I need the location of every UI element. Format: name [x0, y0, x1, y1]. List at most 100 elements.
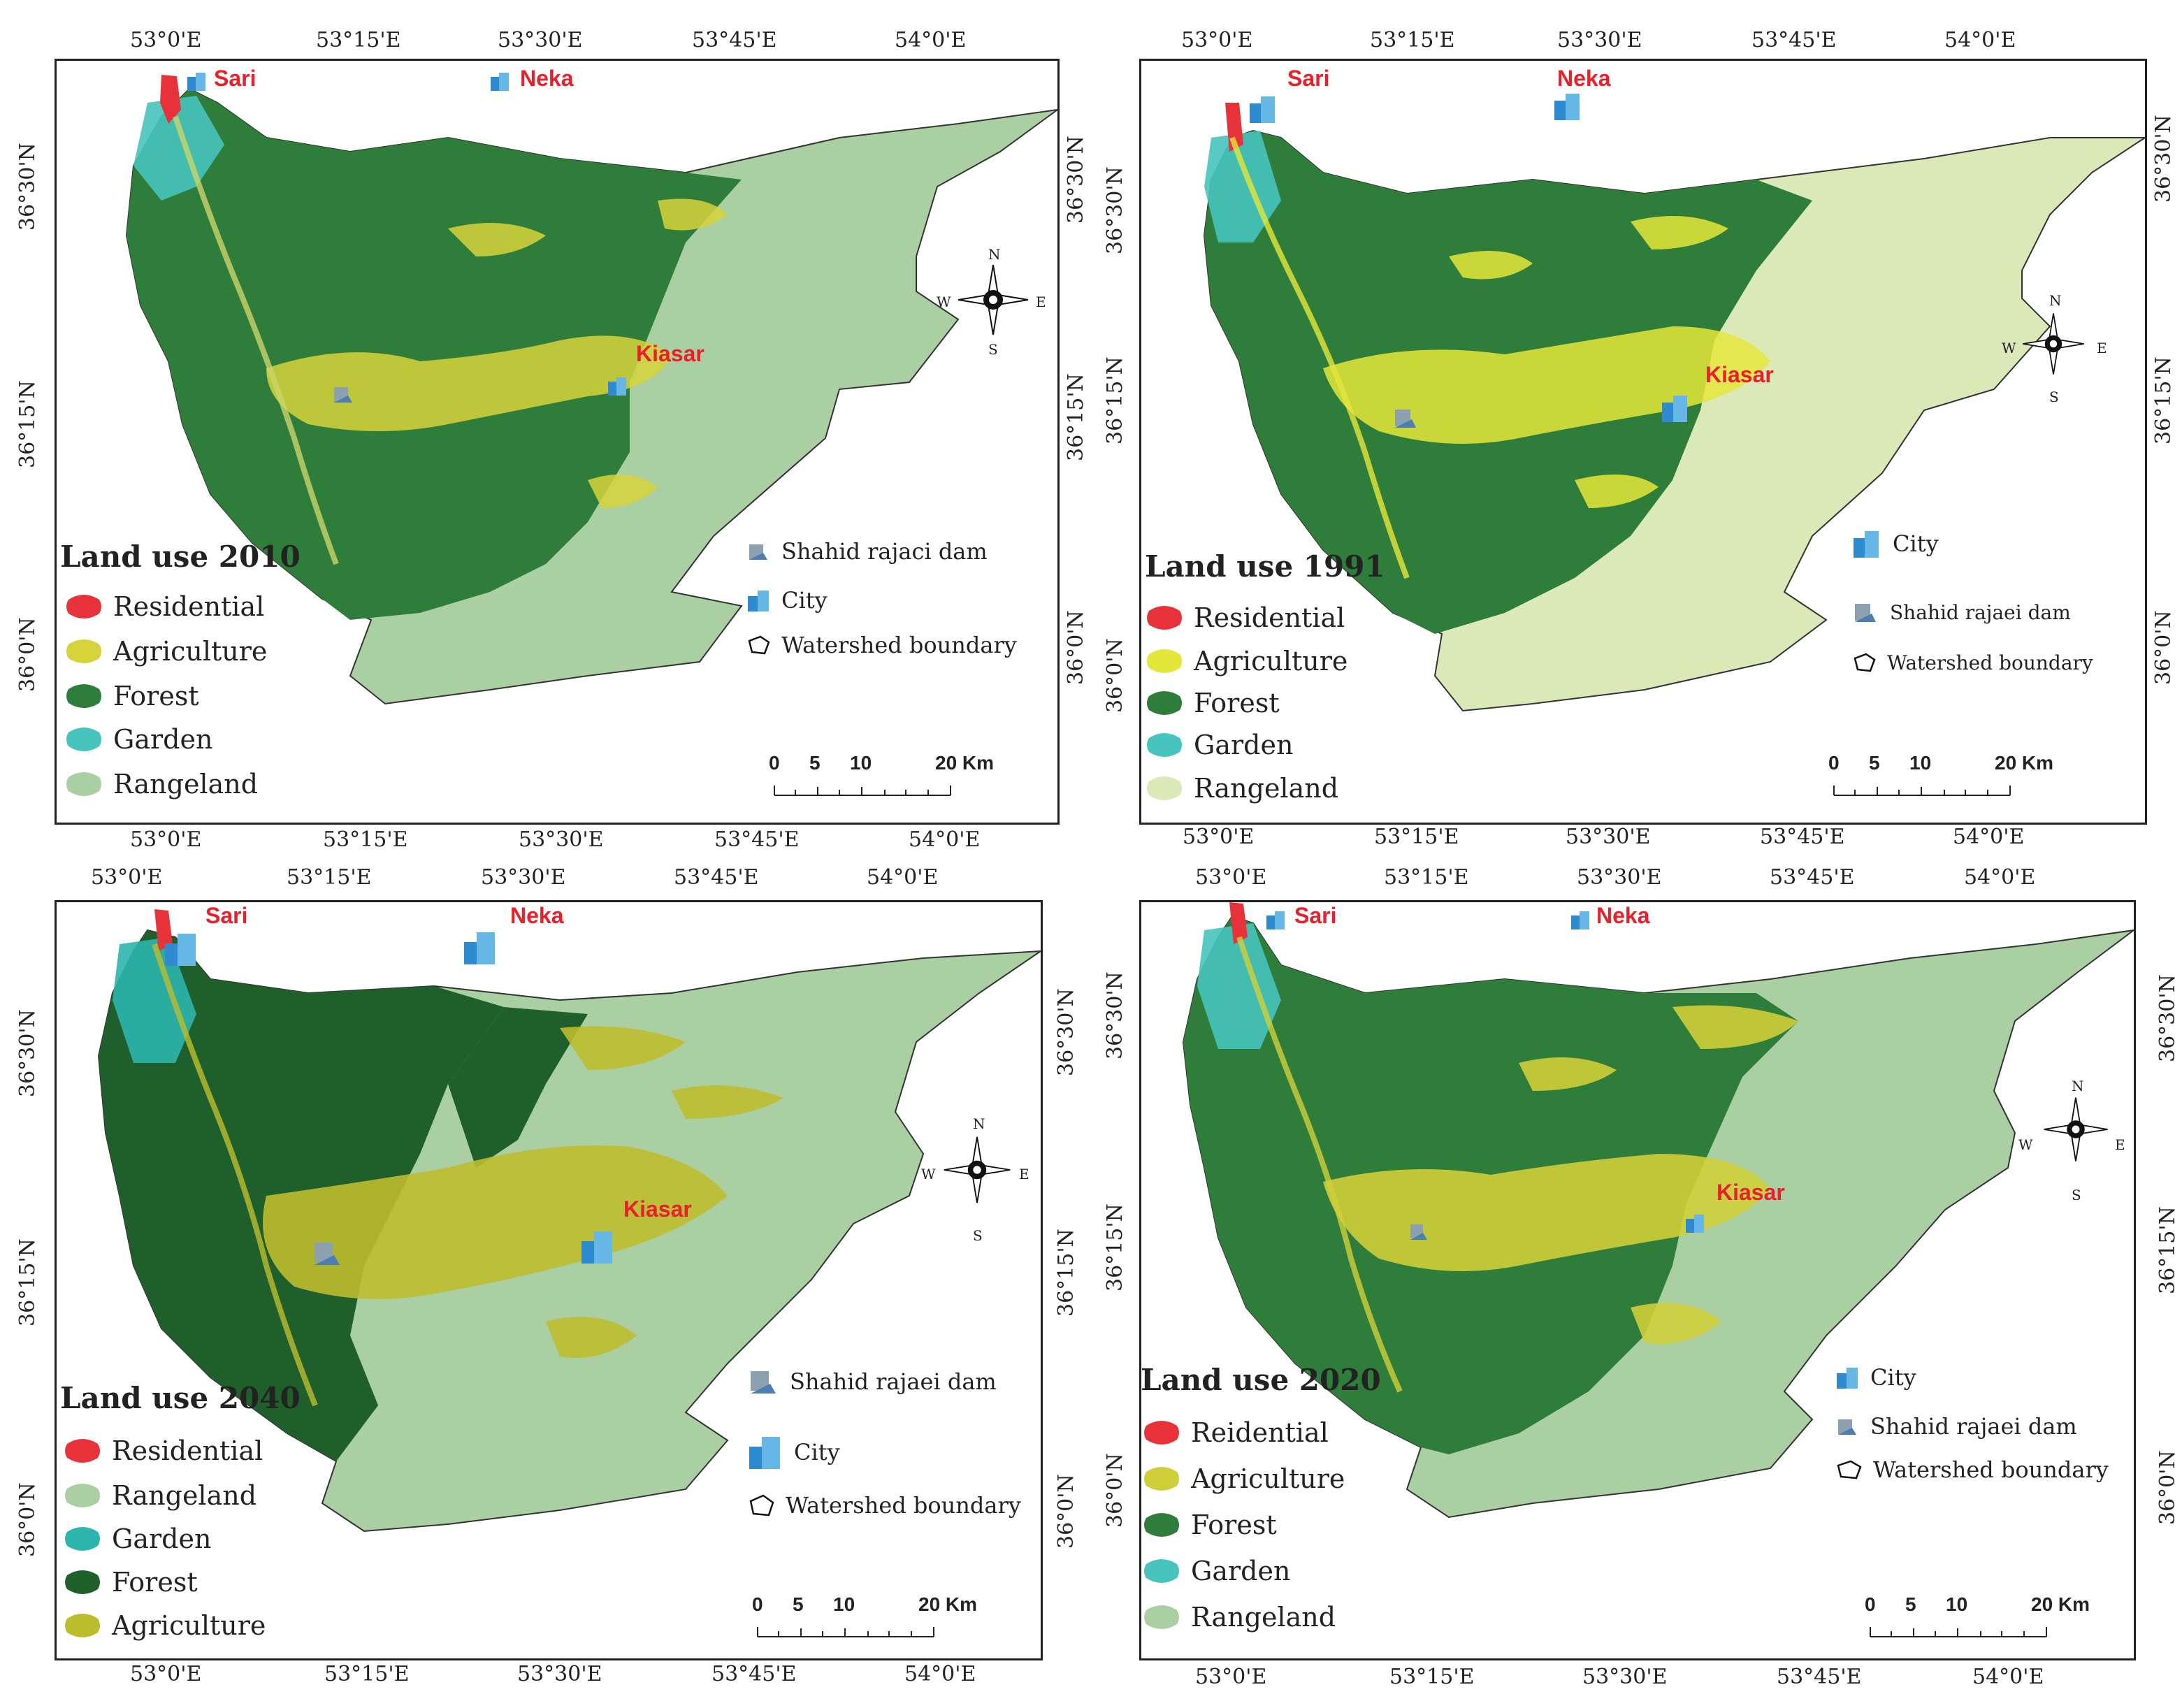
city-label-neka: Neka — [1596, 903, 1650, 928]
lat-tick-right: 36°0'N — [2155, 1450, 2180, 1525]
compass-w: W — [937, 294, 951, 310]
watershed-residential — [1229, 902, 1248, 944]
lat-tick-right: 36°15'N — [1064, 373, 1088, 461]
lon-tick-bottom: 53°0'E — [1183, 825, 1255, 849]
legend-swatch — [65, 1527, 100, 1551]
lon-tick-top: 53°30'E — [1557, 28, 1642, 52]
scale-bar: 0 5 10 20 Km — [752, 1593, 977, 1649]
lon-tick-top: 53°30'E — [481, 865, 566, 890]
legend-boundary: Watershed boundary — [746, 632, 1017, 658]
legend-city: City — [748, 1434, 840, 1470]
lon-tick-top: 53°0'E — [91, 865, 163, 890]
compass-w: W — [2018, 1136, 2033, 1153]
lat-tick-right: 36°30'N — [1054, 988, 1078, 1076]
dam-icon — [1410, 1224, 1427, 1240]
lat-tick-right: 36°15'N — [1054, 1229, 1078, 1317]
dam-icon — [315, 1243, 340, 1265]
lon-tick-top: 54°0'E — [1964, 865, 2036, 890]
watershed-agriculture — [1323, 1154, 1770, 1271]
lat-tick-left: 36°30'N — [1103, 971, 1127, 1059]
lat-tick-left: 36°0'N — [15, 617, 40, 692]
dam-icon — [1855, 604, 1876, 622]
city-label-sari: Sari — [1287, 66, 1330, 91]
legend-boundary: Watershed boundary — [748, 1491, 1021, 1519]
legend-city: City — [1835, 1364, 1916, 1391]
map-frame — [1139, 59, 2147, 825]
legend-item-forest: Forest — [1143, 1510, 1277, 1540]
legend-title: Land use 1991 — [1145, 549, 1385, 584]
city-label-neka: Neka — [510, 903, 564, 928]
watershed-garden — [133, 96, 224, 201]
legend-item-rangeland: Rangeland — [1146, 773, 1338, 804]
legend-swatch — [66, 639, 101, 663]
watershed-forest — [448, 1007, 588, 1168]
lon-tick-bottom: 53°45'E — [1760, 825, 1845, 849]
legend-item-agriculture: Agriculture — [1146, 646, 1348, 676]
lon-tick-top: 53°0'E — [1181, 28, 1253, 52]
watershed-map — [97, 909, 1041, 1533]
legend-item-rangeland: Rangeland — [66, 769, 258, 799]
map-panel-2040: 53°0'E 53°15'E 53°30'E 53°45'E 54°0'E 36… — [0, 854, 1090, 1708]
legend-swatch — [1144, 1559, 1179, 1583]
legend-item-residential: Residential — [64, 1435, 263, 1466]
lon-tick-bottom: 54°0'E — [909, 827, 981, 852]
lat-tick-left: 36°15'N — [1103, 1203, 1127, 1291]
lat-tick-left: 36°15'N — [15, 1238, 40, 1326]
lon-tick-bottom: 53°15'E — [324, 1662, 410, 1686]
lat-tick-left: 36°30'N — [15, 143, 40, 231]
lon-tick-bottom: 53°15'E — [1374, 825, 1459, 849]
city-label-kiasar: Kiasar — [623, 1196, 692, 1222]
legend-swatch — [65, 1439, 100, 1463]
legend-title: Land use 2020 — [1141, 1363, 1381, 1397]
north-arrow-icon — [2044, 1097, 2108, 1161]
building-icon — [491, 73, 509, 91]
river — [173, 115, 339, 565]
scale-bar: 0 5 10 20 Km — [1865, 1593, 2090, 1649]
dam-icon — [1395, 410, 1416, 428]
building-icon — [1554, 94, 1580, 120]
building-icon — [1837, 1368, 1858, 1389]
lon-tick-bottom: 53°30'E — [1582, 1665, 1668, 1689]
legend-swatch — [66, 772, 101, 796]
legend-swatch — [1144, 1605, 1179, 1629]
lat-tick-left: 36°15'N — [1103, 356, 1127, 444]
building-icon — [1854, 531, 1879, 558]
city-label-kiasar: Kiasar — [1717, 1180, 1785, 1205]
compass-n: N — [2049, 292, 2062, 309]
dam-icon — [1838, 1419, 1856, 1435]
lon-tick-bottom: 53°15'E — [323, 827, 408, 852]
watershed-residential — [154, 909, 173, 951]
legend-item-garden: Garden — [1143, 1556, 1290, 1586]
lat-tick-right: 36°0'N — [1054, 1474, 1078, 1549]
watershed-residential — [1225, 103, 1243, 152]
legend-item-residential: Residential — [66, 591, 264, 622]
compass-w: W — [2002, 340, 2016, 356]
building-icon — [1662, 396, 1687, 422]
legend-swatch — [66, 728, 101, 751]
legend-city: City — [746, 587, 828, 614]
legend-swatch — [1147, 776, 1182, 800]
legend-boundary: Watershed boundary — [1835, 1456, 2109, 1483]
legend-swatch — [1147, 691, 1182, 715]
legend-swatch — [1144, 1513, 1179, 1537]
lon-tick-top: 54°0'E — [895, 28, 967, 52]
lon-tick-top: 53°15'E — [1384, 865, 1469, 890]
lon-tick-top: 53°0'E — [1195, 865, 1267, 890]
compass-n: N — [973, 1115, 985, 1132]
map-panel-2020: 53°0'E 53°15'E 53°30'E 53°45'E 54°0'E 36… — [1090, 854, 2182, 1708]
map-panel-1991: 53°0'E 53°15'E 53°30'E 53°45'E 54°0'E 36… — [1090, 0, 2182, 854]
watershed-forest — [127, 89, 742, 620]
north-arrow-icon — [944, 1136, 1011, 1203]
city-label-neka: Neka — [1557, 66, 1611, 91]
watershed-agriculture — [263, 1145, 728, 1299]
legend-swatch — [66, 684, 101, 708]
watershed-map — [125, 75, 1057, 705]
building-icon — [1571, 911, 1589, 929]
lat-tick-right: 36°15'N — [2155, 1206, 2180, 1294]
lat-tick-left: 36°30'N — [1103, 166, 1127, 254]
lon-tick-top: 53°45'E — [1770, 865, 1855, 890]
lon-tick-bottom: 53°0'E — [130, 827, 202, 852]
river — [1229, 136, 1410, 579]
building-icon — [748, 591, 769, 611]
lat-tick-right: 36°0'N — [2151, 610, 2176, 685]
